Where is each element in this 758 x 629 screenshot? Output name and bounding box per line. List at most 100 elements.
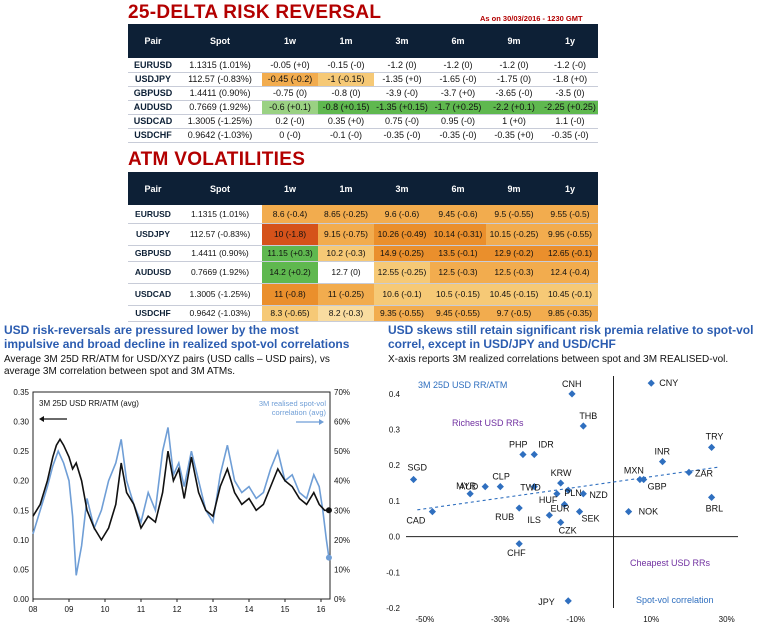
- point-label-cnh: CNH: [562, 379, 582, 389]
- col-header-spot: Spot: [178, 172, 262, 205]
- pair-cell: USDCAD: [128, 283, 178, 306]
- y-tick: 0.4: [389, 390, 401, 399]
- point-label-nok: NOK: [639, 507, 659, 517]
- y-tick-right: 50%: [334, 447, 350, 456]
- table-row: AUDUSD 0.7669 (1.92%) -0.6 (+0.1) -0.8 (+0.…: [128, 100, 598, 115]
- value-cell: -2.25 (+0.25): [542, 100, 598, 115]
- end-marker-correlation: [325, 554, 332, 561]
- point-aud: [481, 483, 489, 491]
- col-header-pair: Pair: [128, 172, 178, 205]
- point-clp: [496, 483, 504, 491]
- table-row: USDCAD 1.3005 (-1.25%) 0.2 (-0) 0.35 (+0) 0.…: [128, 114, 598, 129]
- value-cell: -1.2 (0): [374, 58, 430, 73]
- value-cell: -0.35 (-0): [374, 128, 430, 143]
- value-cell: -1.35 (+0.15): [374, 100, 430, 115]
- point-php: [519, 450, 527, 459]
- value-cell: -0.45 (-0.2): [262, 72, 318, 87]
- col-header-1y: 1y: [542, 172, 598, 205]
- y-tick-right: 40%: [334, 477, 350, 486]
- value-cell: 0.2 (-0): [262, 114, 318, 129]
- table-row: USDCAD 1.3005 (-1.25%) 11 (-0.8) 11 (-0.25)…: [128, 283, 598, 306]
- value-cell: 10.26 (-0.49): [374, 223, 430, 246]
- spot-cell: 1.4411 (0.90%): [178, 245, 262, 262]
- arrow-left-icon: [39, 416, 44, 422]
- value-cell: -1.75 (0): [486, 72, 542, 87]
- value-cell: 0.35 (+0): [318, 114, 374, 129]
- point-label-thb: THB: [579, 411, 597, 421]
- x-tick: -30%: [491, 615, 510, 624]
- point-label-inr: INR: [655, 447, 671, 457]
- col-header-6m: 6m: [430, 24, 486, 58]
- value-cell: -1.7 (+0.25): [430, 100, 486, 115]
- atm-header-row: Pair Spot 1w 1m 3m 6m 9m 1y: [128, 172, 598, 205]
- left-subtitle: Average 3M 25D RR/ATM for USD/XYZ pairs …: [4, 354, 330, 377]
- value-cell: 9.35 (-0.55): [374, 305, 430, 322]
- point-label-try: TRY: [706, 431, 724, 441]
- risk-reversal-table: Pair Spot 1w 1m 3m 6m 9m 1y EURUSD 1.1315 (1.01%…: [128, 24, 598, 143]
- col-header-pair: Pair: [128, 24, 178, 58]
- point-label-rub: RUB: [495, 512, 514, 522]
- value-cell: -0.35 (+0): [486, 128, 542, 143]
- point-label-sgd: SGD: [408, 463, 428, 473]
- x-tick: 11: [137, 605, 146, 614]
- y-tick-right: 20%: [334, 536, 350, 545]
- annotation-rr-atm: 3M 25D USD RR/ATM: [418, 380, 507, 390]
- point-label-mxn: MXN: [624, 466, 644, 476]
- value-cell: 9.5 (-0.55): [486, 205, 542, 224]
- point-label-huf: HUF: [539, 495, 558, 505]
- col-header-1w: 1w: [262, 172, 318, 205]
- value-cell: 11 (-0.8): [262, 283, 318, 306]
- value-cell: 13.5 (-0.1): [430, 245, 486, 262]
- y-tick-left: 0.35: [13, 388, 29, 397]
- value-cell: -0.05 (+0): [262, 58, 318, 73]
- table-row: EURUSD 1.1315 (1.01%) -0.05 (+0) -0.15 (-0)…: [128, 58, 598, 73]
- col-header-spot: Spot: [178, 24, 262, 58]
- value-cell: -1.65 (-0): [430, 72, 486, 87]
- value-cell: -1.2 (0): [430, 58, 486, 73]
- y-tick-right: 70%: [334, 388, 350, 397]
- spot-cell: 1.4411 (0.90%): [178, 86, 262, 101]
- value-cell: 9.7 (-0.5): [486, 305, 542, 322]
- x-tick: 09: [65, 605, 74, 614]
- annotation-spot-vol: Spot-vol correlation: [636, 595, 714, 605]
- x-tick: 10: [101, 605, 110, 614]
- value-cell: 11.15 (+0.3): [262, 245, 318, 262]
- point-mxn: [636, 475, 644, 484]
- col-header-1y: 1y: [542, 24, 598, 58]
- pair-cell: AUDUSD: [128, 261, 178, 284]
- annotation-richest: Richest USD RRs: [452, 418, 524, 428]
- y-tick-left: 0.25: [13, 447, 29, 456]
- value-cell: 9.45 (-0.6): [430, 205, 486, 224]
- pair-cell: EURUSD: [128, 205, 178, 224]
- y-tick-right: 0%: [334, 595, 346, 604]
- value-cell: 12.4 (-0.4): [542, 261, 598, 284]
- y-tick-left: 0.20: [13, 477, 29, 486]
- y-tick-left: 0.05: [13, 565, 29, 574]
- rr-vs-correlation-line-chart: 0.00 0.05 0.10 0.15 0.20 0.25 0.30 0.35 0% 10% 20%…: [13, 388, 350, 614]
- point-ils: [545, 511, 553, 519]
- pair-cell: GBPUSD: [128, 245, 178, 262]
- value-cell: 9.95 (-0.55): [542, 223, 598, 246]
- value-cell: -1.2 (0): [486, 58, 542, 73]
- pair-cell: USDCHF: [128, 128, 178, 143]
- table-row: GBPUSD 1.4411 (0.90%) -0.75 (0) -0.8 (0) -3.…: [128, 86, 598, 101]
- point-cnh: [568, 390, 576, 398]
- value-cell: 0 (-0): [262, 128, 318, 143]
- atm-title: ATM VOLATILITIES: [128, 149, 306, 170]
- col-header-6m: 6m: [430, 172, 486, 205]
- point-nok: [624, 508, 633, 516]
- point-brl: [707, 493, 716, 501]
- value-cell: 8.3 (-0.65): [262, 305, 318, 322]
- y-tick-left: 0.30: [13, 418, 29, 427]
- value-cell: 12.5 (-0.3): [486, 261, 542, 284]
- value-cell: 11 (-0.25): [318, 283, 374, 306]
- pair-cell: GBPUSD: [128, 86, 178, 101]
- point-label-czk: CZK: [559, 525, 577, 535]
- value-cell: 0.95 (-0): [430, 114, 486, 129]
- value-cell: 10.14 (-0.31): [430, 223, 486, 246]
- point-label-gbp: GBP: [648, 482, 667, 492]
- legend-rr-atm: 3M 25D USD RR/ATM (avg): [39, 399, 139, 408]
- point-idr: [530, 450, 538, 459]
- x-tick: 13: [209, 605, 218, 614]
- value-cell: 10.15 (-0.25): [486, 223, 542, 246]
